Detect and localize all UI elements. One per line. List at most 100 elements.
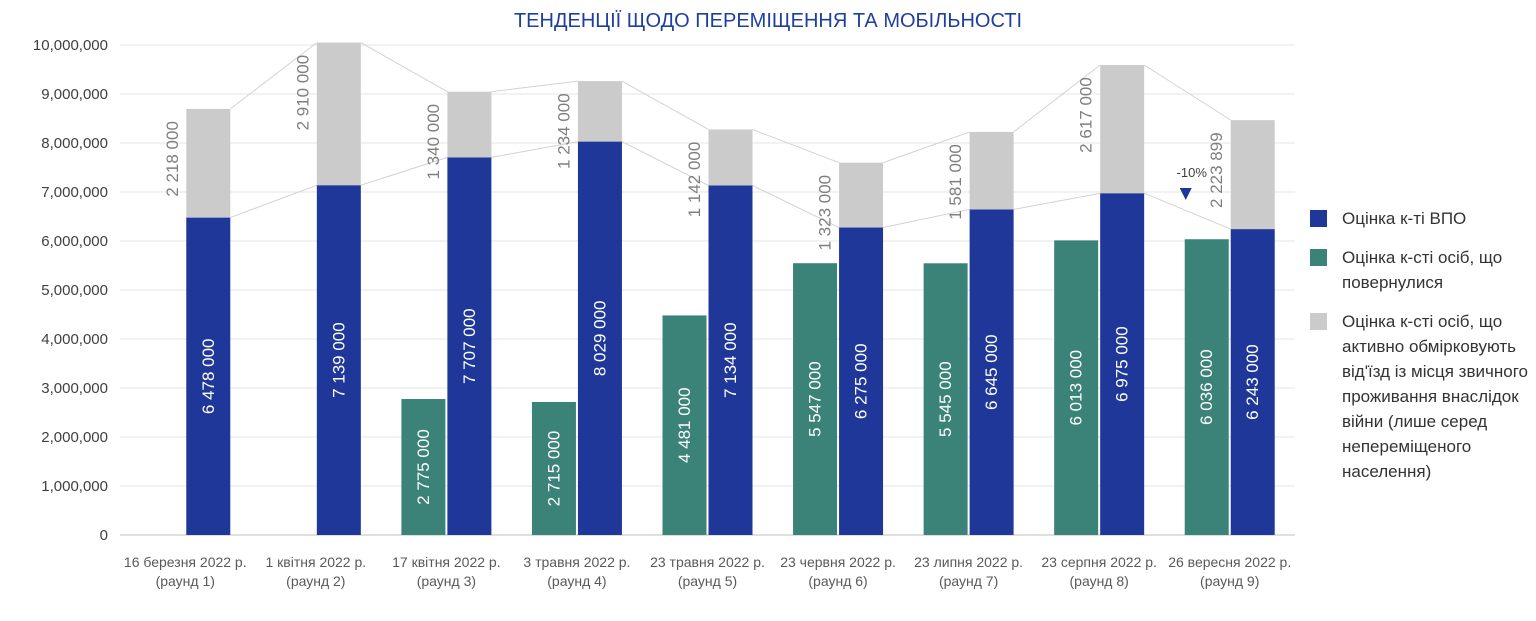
y-tick-label: 10,000,000 <box>33 37 108 54</box>
trend-connector <box>491 141 579 158</box>
x-tick-label: (раунд 4) <box>547 573 606 589</box>
y-tick-label: 9,000,000 <box>41 86 108 103</box>
data-label-considering: 1 581 000 <box>946 144 965 220</box>
data-label-considering: 2 223 899 <box>1207 132 1226 208</box>
bar-considering <box>577 81 622 142</box>
bar-layer <box>186 42 1275 536</box>
y-tick-label: 1,000,000 <box>41 478 108 495</box>
bar-considering <box>316 42 361 186</box>
x-tick-label: 23 липня 2022 р. <box>914 554 1023 570</box>
legend-swatch-returnees <box>1310 249 1327 266</box>
data-label-returnees: 6 036 000 <box>1197 349 1216 425</box>
bar-returnees <box>793 263 838 535</box>
bar-returnees <box>531 401 576 535</box>
bar-idp <box>1230 229 1275 535</box>
legend: Оцінка к-ті ВПО Оцінка к-сті осіб, що по… <box>1310 206 1530 498</box>
legend-item-returnees[interactable]: Оцінка к-сті осіб, що повернулися <box>1310 245 1530 295</box>
trend-connector <box>882 131 970 164</box>
data-label-returnees: 2 715 000 <box>544 431 563 507</box>
trend-connector <box>1143 64 1231 121</box>
legend-item-idp[interactable]: Оцінка к-ті ВПО <box>1310 206 1530 231</box>
legend-label-idp: Оцінка к-ті ВПО <box>1342 209 1467 228</box>
y-tick-label: 7,000,000 <box>41 184 108 201</box>
bar-returnees <box>662 315 707 535</box>
trend-connector <box>621 141 709 186</box>
data-label-idp: 6 478 000 <box>199 338 218 414</box>
x-tick-label: (раунд 9) <box>1200 573 1259 589</box>
bar-considering <box>839 162 884 228</box>
legend-label-considering: Оцінка к-сті осіб, що активно обмірковую… <box>1342 312 1528 481</box>
trend-connector <box>1143 192 1231 230</box>
label-layer: 6 478 000 2 218 000 7 139 000 2 910 000 2 77… <box>163 55 1262 507</box>
connector-layer <box>229 42 1231 230</box>
axis-layer: 0 1,000,000 2,000,000 3,000,000 4,000,000 5,0… <box>33 37 1291 589</box>
y-tick-label: 3,000,000 <box>41 380 108 397</box>
chart-title: ТЕНДЕНЦІЇ ЩОДО ПЕРЕМІЩЕННЯ ТА МОБІЛЬНОСТ… <box>513 10 1023 32</box>
data-label-considering: 1 234 000 <box>554 93 573 169</box>
bar-considering <box>969 131 1014 210</box>
y-tick-label: 0 <box>100 527 108 544</box>
data-label-idp: 7 139 000 <box>329 322 348 398</box>
grid-layer <box>120 44 1295 536</box>
bar-idp <box>316 185 361 535</box>
trend-connector <box>621 80 709 130</box>
trend-connector <box>491 80 579 93</box>
y-tick-label: 4,000,000 <box>41 331 108 348</box>
bar-considering <box>186 108 231 218</box>
y-tick-label: 6,000,000 <box>41 233 108 250</box>
x-tick-label: 16 березня 2022 р. <box>124 554 247 570</box>
x-tick-label: 1 квітня 2022 р. <box>265 554 366 570</box>
bar-returnees <box>923 263 968 535</box>
x-tick-label: (раунд 8) <box>1070 573 1129 589</box>
legend-label-returnees: Оцінка к-сті осіб, що повернулися <box>1342 248 1503 292</box>
bar-idp <box>969 209 1014 535</box>
data-label-considering: 2 910 000 <box>293 55 312 131</box>
x-tick-label: (раунд 5) <box>678 573 737 589</box>
x-tick-label: (раунд 1) <box>156 573 215 589</box>
data-label-considering: 1 323 000 <box>816 175 835 251</box>
data-label-returnees: 5 547 000 <box>806 361 825 437</box>
trend-connector <box>882 208 970 229</box>
data-label-idp: 8 029 000 <box>590 300 609 376</box>
bar-considering <box>708 129 753 186</box>
data-label-returnees: 4 481 000 <box>675 387 694 463</box>
y-tick-label: 5,000,000 <box>41 282 108 299</box>
annotation-label: -10% <box>1177 165 1208 180</box>
legend-swatch-idp <box>1310 210 1327 227</box>
bar-considering <box>1230 120 1275 230</box>
x-tick-label: (раунд 7) <box>939 573 998 589</box>
trend-connector <box>360 156 448 186</box>
data-label-idp: 6 275 000 <box>852 343 871 419</box>
data-label-idp: 6 975 000 <box>1113 326 1132 402</box>
trend-connector <box>1013 192 1101 210</box>
x-tick-label: 3 травня 2022 р. <box>523 554 630 570</box>
trend-connector <box>752 129 840 164</box>
y-tick-label: 2,000,000 <box>41 429 108 446</box>
data-label-returnees: 5 545 000 <box>936 361 955 437</box>
data-label-considering: 1 142 000 <box>685 142 704 218</box>
x-tick-label: 23 серпня 2022 р. <box>1041 554 1157 570</box>
data-label-considering: 2 617 000 <box>1077 77 1096 153</box>
down-triangle-icon <box>1179 188 1192 200</box>
data-label-idp: 6 645 000 <box>982 334 1001 410</box>
bar-idp <box>447 157 492 535</box>
bar-considering <box>1100 64 1145 194</box>
data-label-returnees: 2 775 000 <box>414 429 433 505</box>
bar-returnees <box>1054 240 1099 535</box>
data-label-considering: 2 218 000 <box>163 121 182 197</box>
data-label-idp: 6 243 000 <box>1243 344 1262 420</box>
x-tick-label: (раунд 6) <box>808 573 867 589</box>
bar-idp <box>1100 193 1145 535</box>
bar-considering <box>447 91 492 158</box>
bar-idp <box>708 185 753 535</box>
bar-idp <box>839 227 884 535</box>
x-tick-label: 23 червня 2022 р. <box>780 554 896 570</box>
legend-item-considering[interactable]: Оцінка к-сті осіб, що активно обмірковую… <box>1310 309 1530 484</box>
bar-returnees <box>401 399 446 535</box>
x-tick-label: 17 квітня 2022 р. <box>392 554 500 570</box>
data-label-idp: 7 707 000 <box>460 308 479 384</box>
trend-connector <box>360 42 448 93</box>
data-label-idp: 7 134 000 <box>721 322 740 398</box>
trend-connector <box>1013 64 1101 133</box>
